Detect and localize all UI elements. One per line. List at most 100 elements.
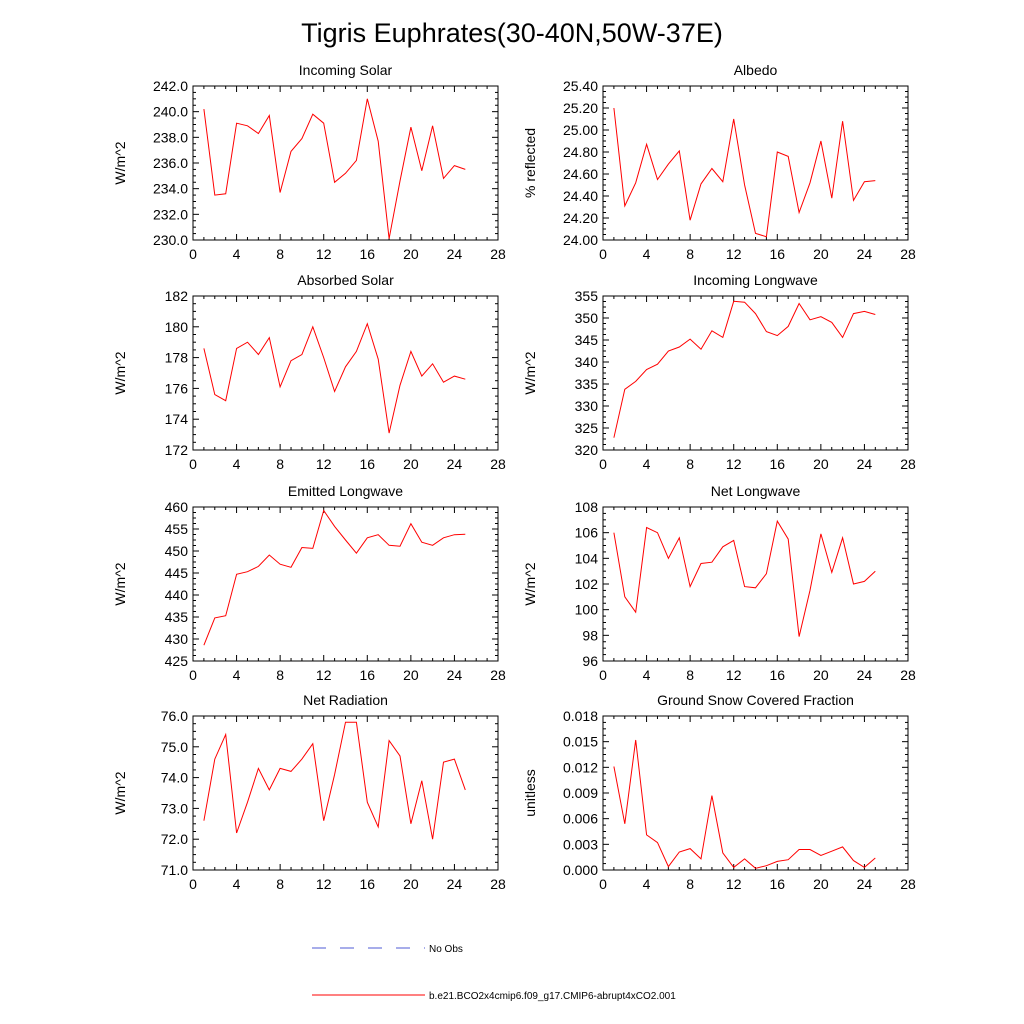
y-tick-label: 445 (165, 565, 189, 581)
y-tick-label: 75.0 (161, 739, 188, 755)
chart-title: Incoming Longwave (693, 272, 818, 288)
series-line (613, 519, 876, 637)
y-axis-label: W/m^2 (112, 351, 128, 394)
x-tick-label: 0 (189, 667, 197, 683)
y-tick-label: 0.015 (563, 734, 598, 750)
y-tick-label: 240.0 (153, 104, 188, 120)
x-tick-label: 16 (359, 876, 375, 892)
y-axis-label: % reflected (522, 128, 538, 198)
x-tick-label: 16 (769, 246, 785, 262)
x-tick-label: 24 (857, 667, 873, 683)
x-tick-label: 12 (726, 246, 742, 262)
y-tick-label: 330 (575, 398, 599, 414)
x-tick-label: 28 (900, 667, 916, 683)
plot-frame (192, 506, 499, 662)
chart-incoming-longwave: Incoming Longwave 0 4 8 12 16 20 24 28 320 325 330 3… (522, 272, 916, 472)
series-line (203, 721, 466, 840)
y-tick-label: 0.003 (563, 836, 598, 852)
x-tick-label: 24 (857, 246, 873, 262)
x-tick-label: 20 (813, 246, 829, 262)
series-line (203, 509, 466, 646)
y-axis-label: W/m^2 (112, 562, 128, 605)
chart-title: Incoming Solar (299, 62, 393, 78)
plot-frame (192, 85, 499, 241)
chart-panels: Incoming Solar 0 4 8 12 16 20 24 28 230.0 232.0 234… (112, 62, 916, 892)
chart-absorbed-solar: Absorbed Solar 0 4 8 12 16 20 24 28 172 174 176 178 1… (112, 272, 506, 472)
y-tick-label: 455 (165, 521, 189, 537)
x-tick-label: 0 (189, 456, 197, 472)
y-tick-label: 0.006 (563, 811, 598, 827)
x-tick-label: 12 (726, 667, 742, 683)
x-tick-label: 4 (233, 246, 241, 262)
y-tick-label: 25.00 (563, 122, 598, 138)
x-tick-label: 12 (316, 246, 332, 262)
y-tick-label: 230.0 (153, 232, 188, 248)
y-tick-label: 102 (575, 576, 599, 592)
x-tick-label: 24 (447, 246, 463, 262)
chart-albedo: Albedo 0 4 8 12 16 20 24 28 24.00 24.20 24.40 24.60 2… (522, 62, 916, 262)
y-tick-label: 98 (582, 627, 598, 643)
y-tick-label: 182 (165, 288, 189, 304)
chart-title: Albedo (734, 62, 778, 78)
x-tick-label: 4 (643, 456, 651, 472)
x-tick-label: 0 (599, 667, 607, 683)
y-tick-label: 24.20 (563, 210, 598, 226)
y-tick-label: 345 (575, 332, 599, 348)
y-axis-label: W/m^2 (112, 141, 128, 184)
y-tick-label: 460 (165, 499, 189, 515)
y-tick-label: 435 (165, 609, 189, 625)
y-axis-label: unitless (522, 769, 538, 816)
x-tick-label: 0 (599, 246, 607, 262)
x-tick-label: 24 (447, 876, 463, 892)
x-tick-label: 12 (726, 456, 742, 472)
x-tick-label: 8 (686, 246, 694, 262)
y-tick-label: 430 (165, 631, 189, 647)
x-tick-label: 8 (686, 876, 694, 892)
legend-run-label: b.e21.BCO2x4cmip6.f09_g17.CMIP6-abrupt4x… (429, 991, 676, 1002)
chart-net-radiation: Net Radiation 0 4 8 12 16 20 24 28 71.0 72.0 73.0 74… (112, 692, 506, 892)
figure-title: Tigris Euphrates(30-40N,50W-37E) (301, 18, 723, 48)
series-line (613, 107, 876, 238)
x-tick-label: 8 (276, 456, 284, 472)
x-tick-label: 0 (189, 246, 197, 262)
x-tick-label: 16 (769, 667, 785, 683)
plot-frame (602, 715, 909, 871)
y-tick-label: 178 (165, 350, 189, 366)
plot-frame (192, 295, 499, 451)
x-tick-label: 20 (813, 456, 829, 472)
x-tick-label: 16 (769, 456, 785, 472)
x-tick-label: 16 (359, 246, 375, 262)
x-tick-label: 20 (403, 876, 419, 892)
x-tick-label: 28 (900, 876, 916, 892)
y-tick-label: 176 (165, 380, 189, 396)
y-tick-label: 0.009 (563, 785, 598, 801)
x-tick-label: 4 (233, 456, 241, 472)
y-tick-label: 320 (575, 442, 599, 458)
x-tick-label: 12 (316, 456, 332, 472)
x-tick-label: 28 (900, 246, 916, 262)
legend-no-obs-label: No Obs (429, 944, 463, 955)
y-tick-label: 0.012 (563, 759, 598, 775)
x-tick-label: 28 (490, 667, 506, 683)
y-axis-label: W/m^2 (522, 351, 538, 394)
series-line (203, 322, 466, 434)
x-tick-label: 8 (686, 667, 694, 683)
y-tick-label: 74.0 (161, 770, 188, 786)
x-tick-label: 4 (643, 246, 651, 262)
y-axis-label: W/m^2 (522, 562, 538, 605)
y-tick-label: 450 (165, 543, 189, 559)
y-tick-label: 96 (582, 653, 598, 669)
y-tick-label: 0.018 (563, 708, 598, 724)
y-tick-label: 234.0 (153, 181, 188, 197)
chart-title: Absorbed Solar (297, 272, 394, 288)
x-tick-label: 4 (643, 667, 651, 683)
x-tick-label: 12 (726, 876, 742, 892)
y-tick-label: 440 (165, 587, 189, 603)
x-tick-label: 20 (813, 876, 829, 892)
y-tick-label: 106 (575, 525, 599, 541)
y-tick-label: 108 (575, 499, 599, 515)
y-tick-label: 340 (575, 354, 599, 370)
x-tick-label: 20 (403, 456, 419, 472)
x-tick-label: 12 (316, 667, 332, 683)
y-tick-label: 24.00 (563, 232, 598, 248)
